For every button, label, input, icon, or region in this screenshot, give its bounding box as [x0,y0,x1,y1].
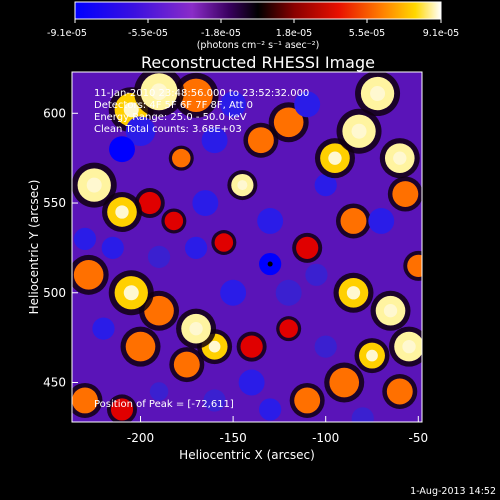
heatmap-dim-blob [125,116,156,147]
heatmap-dim-blob [305,263,328,286]
y-tick-label: 450 [43,376,66,390]
heatmap-blob-core [115,205,129,219]
x-tick-label: -100 [312,431,339,445]
heatmap-dim-blob [109,136,135,163]
heatmap-blob-core [237,180,248,191]
heatmap-dim-blob [201,127,228,154]
heatmap-area [72,72,422,422]
heatmap-dim-blob [147,245,171,268]
colorbar-tick-label: 1.8e-05 [276,28,312,39]
heatmap-dim-blob [314,173,337,197]
heatmap-dim-blob [73,227,97,251]
heatmap-bright-blob [296,236,319,260]
heatmap-dim-blob [259,398,282,421]
heatmap-bright-blob [179,78,213,112]
heatmap-blob-core [123,102,139,118]
colorbar-tick-label: 5.5e-05 [349,28,385,39]
heatmap-dim-blob [294,91,321,118]
time-range-text: 11-Jan-2010 23:48:56.000 to 23:52:32.000 [94,88,309,99]
heatmap-dim-blob [149,382,169,401]
heatmap-blob-core [328,151,342,165]
x-tick-label: -50 [408,431,428,445]
peak-position-text: Position of Peak = [-72,611] [94,399,234,410]
heatmap-dim-blob [351,407,374,422]
heatmap-dim-blob [238,369,265,396]
heatmap-dim-blob [203,389,226,412]
heatmap-blob-core [208,340,221,353]
heatmap-bright-blob [247,127,274,154]
heatmap-blobs [72,72,422,422]
heatmap-dim-blob [314,335,337,358]
heatmap-dim-blob [192,190,219,216]
heatmap-blob-core [123,285,139,301]
heatmap-bright-blob [392,181,419,208]
heatmap-blob-core [366,349,378,362]
plot-frame [71,71,423,423]
heatmap-bright-blob [386,378,413,405]
colorbar: -9.1e-05 -5.5e-05 -1.8e-05 1.8e-05 5.5e-… [47,1,459,51]
colorbar-tick-label: -9.1e-05 [47,28,87,39]
heatmap-bright-blob [73,260,104,290]
x-axis-label: Heliocentric X (arcsec) [179,448,315,462]
marker-dot [267,261,273,267]
colorbar-unit-label: (photons cm⁻² s⁻¹ asec⁻²) [197,40,320,51]
heatmap-bright-blob [294,387,321,414]
detectors-text: Detectors: 4F 5F 6F 7F 8F, Att 0 [94,100,253,111]
colorbar-tick-label: -1.8e-05 [201,28,241,39]
y-tick-label: 550 [43,196,66,210]
heatmap-bright-blob [138,191,161,215]
heatmap-blob-core [86,177,102,193]
y-axis-label: Heliocentric Y (arcsec) [27,180,41,315]
x-tick-label: -200 [127,431,154,445]
x-tick-label: -150 [219,431,246,445]
heatmap-bright-blob [72,387,98,414]
clean-counts-text: Clean Total counts: 3.68E+03 [94,124,242,135]
heatmap-dim-blob [184,236,208,260]
peak-marker [267,261,273,267]
y-axis: 450 500 550 600 [43,106,78,390]
heatmap-bright-blob [144,295,174,326]
heatmap-blob-core [370,86,386,102]
heatmap-dim-blob [220,91,247,118]
heatmap-blob-core [402,339,416,354]
plot-timestamp: 1-Aug-2013 14:52 [410,486,496,497]
colorbar-gradient [75,2,441,19]
heatmap-bright-blob [407,254,422,277]
chart-title: Reconstructed RHESSI Image [141,53,375,72]
heatmap-bright-blob [273,107,304,138]
heatmap-bright-blob [164,211,184,231]
heatmap-dim-blob [368,208,395,234]
y-tick-label: 600 [43,106,66,120]
x-axis: -200 -150 -100 -50 [127,416,428,445]
colorbar-frame [74,1,442,20]
heatmap-bright-blob [214,233,234,252]
heatmap-bright-blob [172,148,191,168]
heatmap-dim-blob [220,279,247,306]
heatmap-bright-blob [125,331,156,362]
heatmap-dim-blob [101,236,124,260]
heatmap-bright-blob [173,351,200,378]
heatmap-dim-blob [92,317,115,340]
colorbar-tick-marks [74,19,442,23]
heatmap-blob-core [150,83,168,101]
colorbar-tick-label: 9.1e-05 [423,28,459,39]
colorbar-tick-label: -5.5e-05 [128,28,168,39]
heatmap-bright-blob [240,335,263,358]
heatmap-blob-core [346,286,361,300]
heatmap-dim-blob [257,208,284,234]
heatmap-bright-blob [110,398,134,421]
heatmap-bright-blob [279,319,298,338]
heatmap-blob-core [189,322,203,336]
energy-range-text: Energy Range: 25.0 - 50.0 keV [94,112,247,123]
y-tick-label: 500 [43,286,66,300]
heatmap-dim-blob [275,279,302,306]
heatmap-bright-blob [329,367,360,398]
heatmap-bright-blob [340,208,367,234]
heatmap-blob-core [383,304,398,318]
heatmap-blob-core [351,123,367,139]
heatmap-blob-core [393,151,407,165]
